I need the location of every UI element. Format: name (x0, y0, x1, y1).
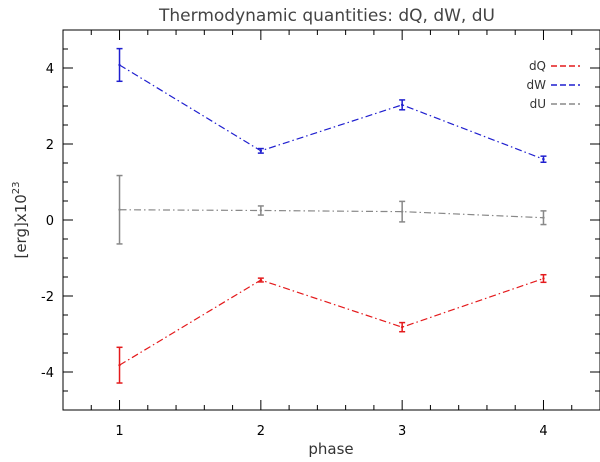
y-axis-label: [erg]x1023 (11, 181, 30, 258)
plot-frame (62, 29, 600, 411)
y-tick-label: -2 (41, 290, 54, 305)
series-layer (116, 47, 547, 384)
data-point (118, 208, 121, 211)
x-tick-label: 1 (115, 424, 123, 439)
chart-title: Thermodynamic quantities: dQ, dW, dU (158, 6, 495, 26)
series-dQ (116, 273, 547, 384)
y-tick-label: 4 (46, 62, 54, 77)
series-line (119, 209, 544, 219)
data-point (542, 277, 545, 280)
series-line (119, 64, 544, 160)
axis-ticks: -4 -2 0 2 4 1 2 3 4 (41, 29, 600, 439)
legend: dQ dW dU (527, 59, 580, 111)
data-point (400, 103, 404, 107)
y-tick-label: 2 (46, 138, 54, 153)
data-point (542, 158, 545, 161)
y-axis-label-main: [erg]x10 (12, 194, 30, 258)
legend-item-dQ: dQ (529, 59, 580, 73)
data-point (542, 216, 545, 219)
data-point (118, 63, 121, 67)
y-axis-label-exponent: 23 (11, 181, 22, 194)
data-point (259, 278, 263, 282)
legend-item-dU: dU (530, 97, 580, 111)
legend-label: dU (530, 97, 546, 111)
y-tick-label: -4 (41, 366, 54, 381)
legend-label: dW (527, 78, 547, 92)
data-point (400, 210, 404, 213)
series-dW (116, 47, 547, 163)
data-point (259, 209, 263, 212)
x-tick-label: 4 (539, 424, 547, 439)
legend-item-dW: dW (527, 78, 580, 92)
svg-text:[erg]x1023: [erg]x1023 (11, 181, 30, 258)
x-tick-label: 3 (398, 424, 406, 439)
x-tick-label: 2 (257, 424, 265, 439)
series-line (119, 277, 544, 366)
x-axis-label: phase (308, 440, 353, 458)
legend-label: dQ (529, 59, 546, 73)
y-tick-label: 0 (46, 214, 54, 229)
data-point (259, 149, 263, 153)
data-point (118, 363, 121, 367)
series-dU (116, 174, 547, 245)
data-point (400, 325, 404, 329)
